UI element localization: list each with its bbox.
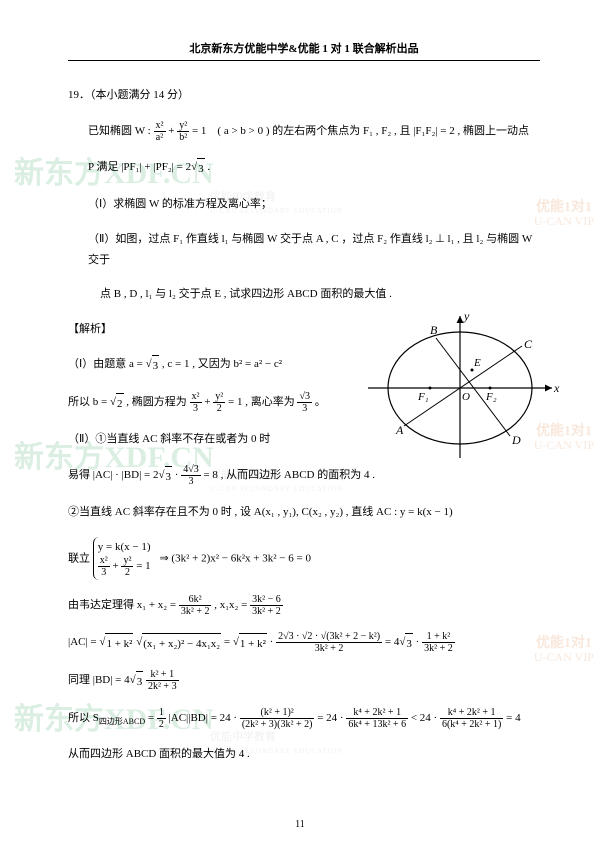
solution-3a: ②当直线 AC 斜率存在且不为 0 时 , 设 A(x₁ , y₁), C(x₂… [68, 502, 540, 523]
solution-3d: |AC| = 1 + k² (x₁ + x₂)² − 4x₁x₂ = 1 + k… [68, 631, 540, 655]
page-header: 北京新东方优能中学&优能 1 对 1 联合解析出品 [68, 40, 540, 61]
solution-3g: 从而四边形 ABCD 面积的最大值为 4 . [68, 744, 540, 765]
problem-part-2a: （Ⅱ）如图，过点 F₁ 作直线 l₁ 与椭圆 W 交于点 A , C ，过点 F… [68, 229, 540, 271]
solution-3b: 联立 y = k(x − 1) x²3 + y²2 = 1 ⇒ (3k² + 2… [68, 537, 540, 581]
page-number: 11 [0, 819, 600, 830]
solution-3e: 同理 |BD| = 43 k² + 12k² + 3 [68, 669, 540, 693]
solution-label: 【解析】 [68, 319, 540, 340]
solution-2b: 易得 |AC| · |BD| = 23 · 4√33 = 8 , 从而四边形 A… [68, 464, 540, 488]
problem-number: 19．（本小题满分 14 分） [68, 85, 540, 106]
solution-1a: （Ⅰ）由题意 a = 3 , c = 1 , 又因为 b² = a² − c² [68, 354, 338, 377]
problem-part-1: （Ⅰ）求椭圆 W 的标准方程及离心率； [68, 194, 540, 215]
problem-stem-2: P 满足 |PF₁| + |PF₂| = 23 . [68, 157, 540, 180]
solution-3f: 所以 S四边形ABCD = 12 |AC||BD| = 24 · (k² + 1… [68, 707, 540, 730]
solution-2a: （Ⅱ）①当直线 AC 斜率不存在或者为 0 时 [68, 429, 540, 450]
solution-1b: 所以 b = 2 , 椭圆方程为 x²3 + y²2 = 1 , 离心率为 √3… [68, 391, 368, 415]
solution-3c: 由韦达定理得 x₁ + x₂ = 6k²3k² + 2 , x₁x₂ = 3k²… [68, 594, 540, 617]
problem-stem-1: 已知椭圆 W : x²a² + y²b² = 1 ( a > b > 0 ) 的… [68, 120, 540, 143]
problem-part-2b: 点 B , D , l₁ 与 l₂ 交于点 E , 试求四边形 ABCD 面积的… [68, 284, 540, 305]
